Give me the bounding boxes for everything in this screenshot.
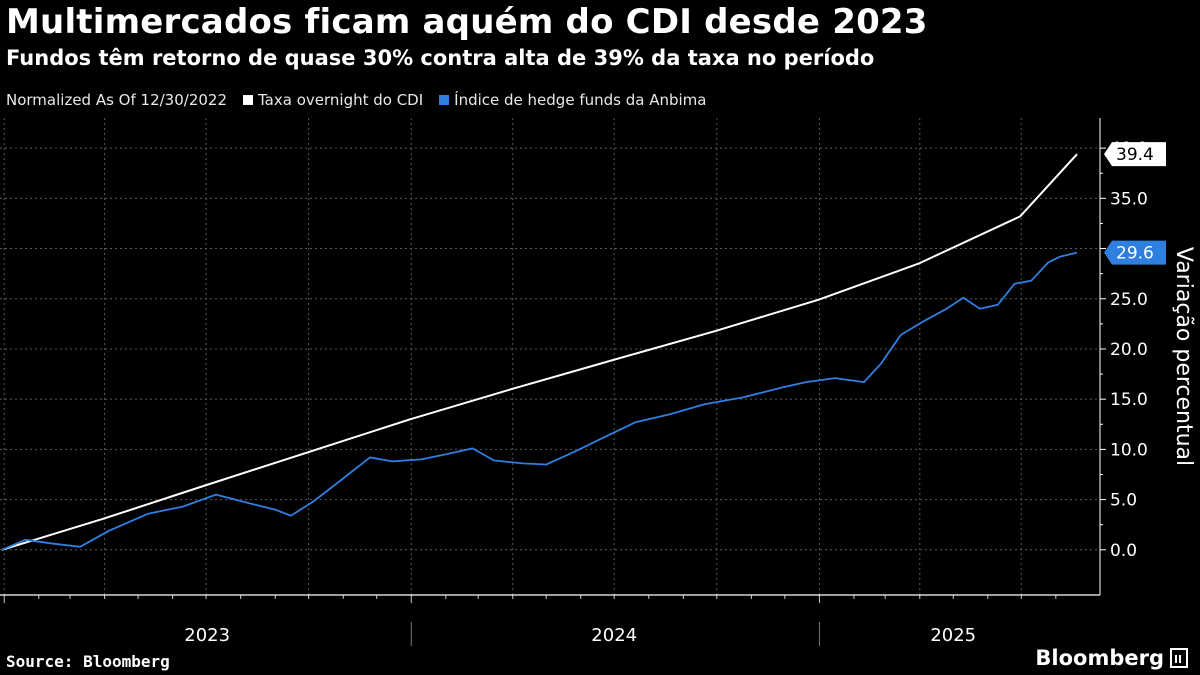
series-line-hedge-funds xyxy=(1,251,1078,551)
y-axis-title: Variação percentual xyxy=(1171,247,1196,466)
y-tick-label: 20.0 xyxy=(1110,340,1148,360)
legend-label-hedge-funds: Índice de hedge funds da Anbima xyxy=(454,91,707,109)
last-value-flag-hedge-funds xyxy=(1104,240,1166,265)
last-value-label-cdi: 39.4 xyxy=(1116,145,1154,165)
last-value-label-hedge-funds: 29.6 xyxy=(1116,244,1154,264)
y-tick-label: 30.0 xyxy=(1110,240,1148,260)
legend-swatch-cdi xyxy=(243,95,253,105)
x-year-label: 2023 xyxy=(184,625,230,646)
y-tick-label: 5.0 xyxy=(1110,491,1137,511)
chart-legend: Normalized As Of 12/30/2022 Taxa overnig… xyxy=(6,91,706,109)
last-value-flag-cdi xyxy=(1104,142,1166,167)
y-tick-label: 35.0 xyxy=(1110,189,1148,209)
x-year-label: 2025 xyxy=(930,625,976,646)
y-tick-label: 25.0 xyxy=(1110,290,1148,310)
y-tick-label: 0.0 xyxy=(1110,541,1137,561)
series-line-cdi xyxy=(1,153,1078,551)
legend-normalization-note: Normalized As Of 12/30/2022 xyxy=(6,91,227,109)
brand-name: Bloomberg xyxy=(1035,646,1164,670)
chart-title: Multimercados ficam aquém do CDI desde 2… xyxy=(6,2,928,42)
y-tick-label: 40.0 xyxy=(1110,139,1148,159)
legend-swatch-hedge-funds xyxy=(439,95,450,105)
chart-subtitle: Fundos têm retorno de quase 30% contra a… xyxy=(6,46,875,70)
x-year-label: 2024 xyxy=(591,625,637,646)
bloomberg-terminal-icon xyxy=(1170,648,1188,668)
y-tick-label: 10.0 xyxy=(1110,440,1148,460)
bloomberg-logo: Bloomberg xyxy=(1035,646,1188,670)
source-note: Source: Bloomberg xyxy=(6,652,170,671)
legend-label-cdi: Taxa overnight do CDI xyxy=(258,91,424,109)
y-tick-label: 15.0 xyxy=(1110,390,1148,410)
